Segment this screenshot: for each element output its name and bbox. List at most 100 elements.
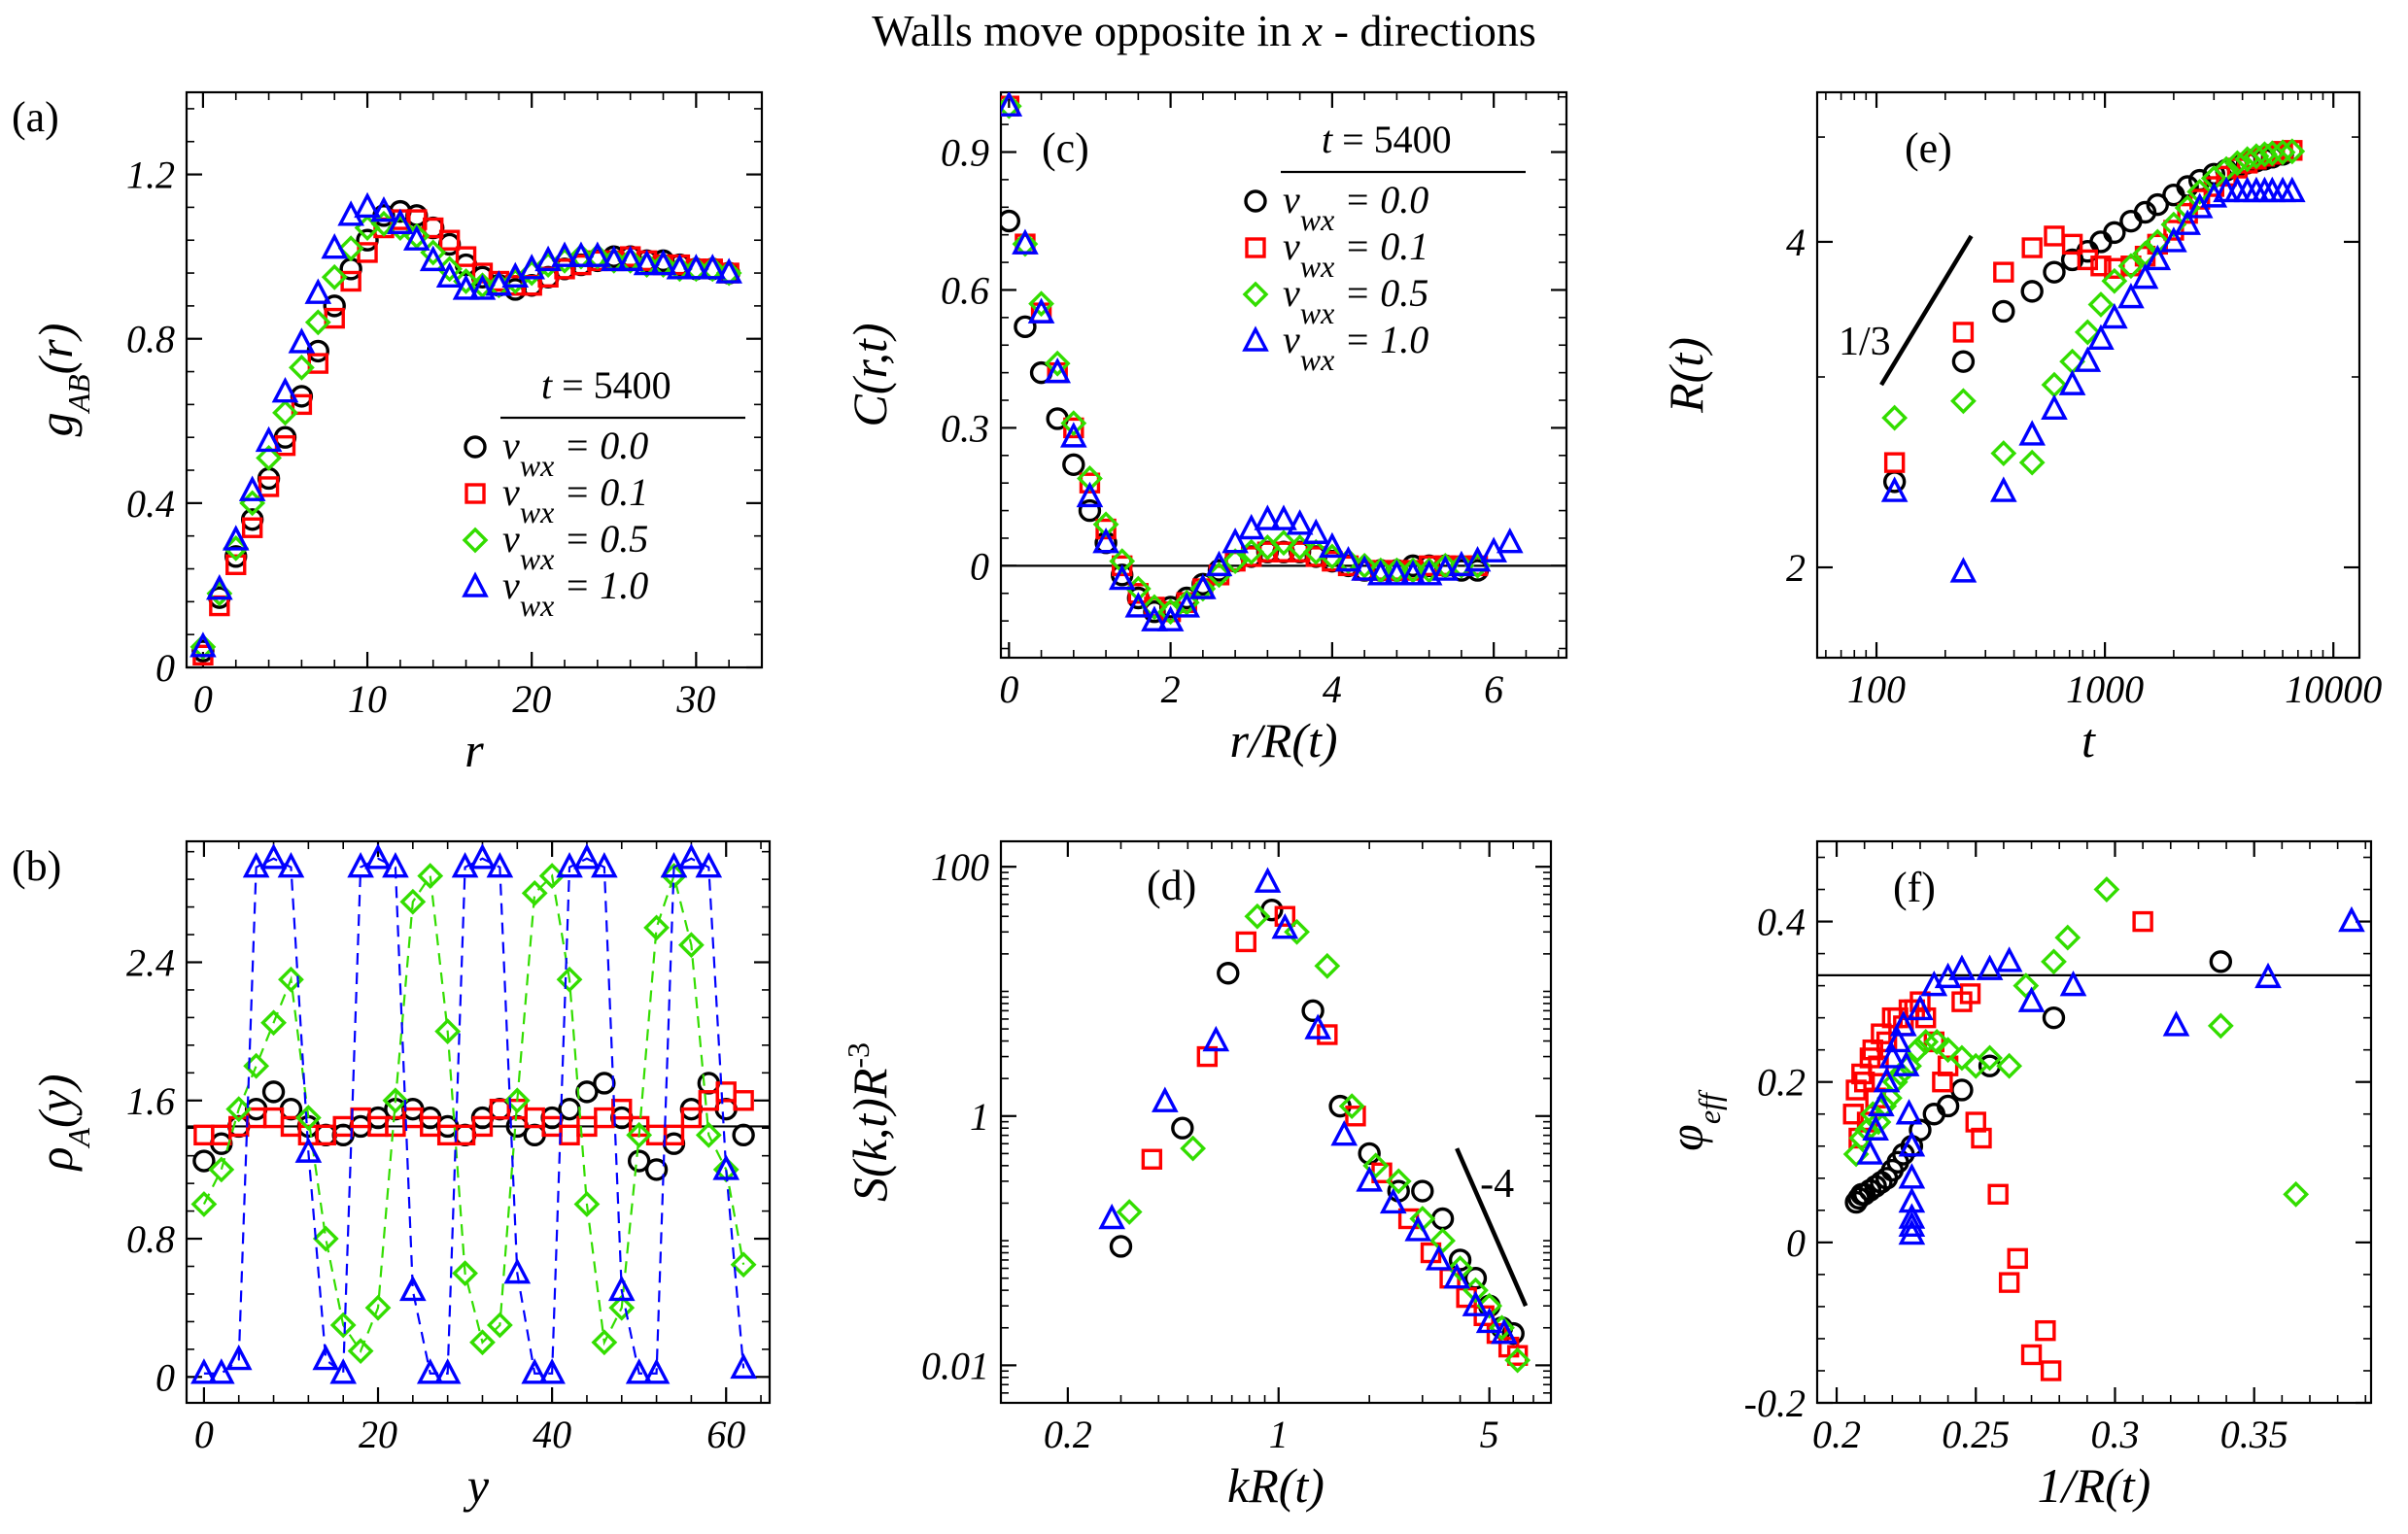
x-axis-label: r/R(t) [1229, 713, 1337, 767]
data-point [452, 1260, 478, 1287]
data-point [347, 1338, 374, 1365]
data-point [1399, 560, 1427, 586]
data-point [1044, 350, 1071, 377]
data-point [1141, 605, 1168, 631]
data-point [568, 241, 595, 267]
data-point [356, 228, 379, 252]
data-point [1362, 1152, 1390, 1179]
panel-c: 0 2 4 6 0 0.3 0.6 0.9 r/R(t) C(r,t) (c) t = 5400 vwx… [843, 90, 1568, 767]
data-point [521, 879, 548, 906]
data-point [1462, 1290, 1490, 1316]
y-tick-label: 0.8 [126, 1217, 175, 1261]
x-tick-label: 0.35 [2220, 1413, 2288, 1456]
legend-entry: vwx = 0.1 [502, 470, 648, 529]
data-point [1949, 557, 1978, 583]
data-point [558, 1097, 581, 1121]
data-point [1001, 92, 1022, 119]
panel-label: (e) [1905, 124, 1952, 172]
data-point [1078, 498, 1102, 523]
legend-marker [1244, 189, 1267, 213]
data-point [277, 852, 305, 878]
data-point [225, 554, 247, 575]
data-point [453, 268, 479, 294]
y-tick-label: 0.9 [941, 131, 989, 175]
data-point [2021, 237, 2043, 258]
data-point [534, 245, 562, 272]
data-point [242, 852, 270, 878]
slope-guide: 1/3 [1839, 234, 1974, 387]
data-point [1366, 560, 1394, 586]
x-tick-label: 5 [1480, 1413, 1499, 1456]
data-point [1206, 562, 1232, 589]
data-point [354, 191, 381, 219]
y-axis-label: ρA(y) [28, 1074, 96, 1172]
data-point [323, 294, 346, 318]
data-point [222, 525, 250, 551]
plot-frame [1815, 90, 2361, 660]
minor-ticks [1817, 92, 2359, 658]
data-point [1907, 994, 1934, 1021]
x-tick-label: 0 [999, 667, 1018, 711]
data-point [649, 249, 677, 276]
data-point [2074, 319, 2101, 346]
data-point [1109, 548, 1136, 575]
series-triangle [1098, 867, 1518, 1345]
data-point [1079, 472, 1101, 494]
data-point [1904, 1037, 1931, 1064]
x-tick-label: 0.25 [1942, 1413, 2010, 1456]
data-point [1270, 529, 1297, 557]
data-point [1334, 545, 1362, 572]
y-tick-label: 0.6 [941, 268, 989, 312]
data-point [682, 254, 710, 280]
data-point [321, 233, 349, 259]
plot-area [190, 843, 757, 1384]
data-point [600, 245, 628, 272]
series-triangle [1856, 905, 2365, 1245]
legend-title: t = 5400 [1322, 118, 1452, 161]
data-point [189, 631, 217, 658]
data-point [1012, 228, 1039, 255]
data-point [208, 1358, 235, 1384]
data-point [1112, 555, 1133, 577]
y-tick-label: 0.01 [921, 1344, 989, 1387]
data-point [1870, 1171, 1893, 1194]
data-point [1077, 465, 1103, 492]
data-point [1936, 1094, 1960, 1118]
data-point [523, 1123, 546, 1147]
data-point [258, 476, 280, 497]
x-axis-label: y [463, 1458, 490, 1513]
data-point [304, 309, 331, 336]
data-point [1987, 1183, 2009, 1206]
panel-e: 100 1000 10000 2 4 t R(t) (e) 1/3 [1659, 90, 2382, 767]
legend-marker [464, 435, 487, 459]
series-diamond [1001, 92, 1491, 626]
x-axis-label: kR(t) [1227, 1458, 1324, 1513]
data-point [503, 1087, 531, 1114]
data-point [625, 1358, 653, 1384]
data-point [382, 852, 409, 878]
data-point [677, 932, 705, 959]
data-point [1304, 1013, 1332, 1040]
x-tick-label: 60 [706, 1413, 745, 1456]
data-point [1338, 1093, 1365, 1120]
data-point [1976, 954, 2004, 980]
data-point [1898, 1203, 1926, 1229]
data-point [1314, 952, 1341, 979]
data-point [1157, 598, 1185, 626]
data-point [2146, 192, 2170, 217]
panel-label: (d) [1147, 862, 1196, 909]
data-point [321, 263, 348, 290]
data-point [1302, 518, 1330, 544]
data-point [1012, 230, 1039, 257]
slope-line [1879, 234, 1974, 387]
data-point [190, 1191, 218, 1217]
y-tick-label: 0 [155, 646, 175, 690]
data-point [469, 1329, 496, 1356]
data-point [2007, 1247, 2028, 1270]
series-diamond [1116, 903, 1531, 1374]
legend-entry: vwx = 0.5 [502, 517, 648, 576]
legend-marker [462, 527, 489, 554]
data-point [642, 1358, 671, 1384]
